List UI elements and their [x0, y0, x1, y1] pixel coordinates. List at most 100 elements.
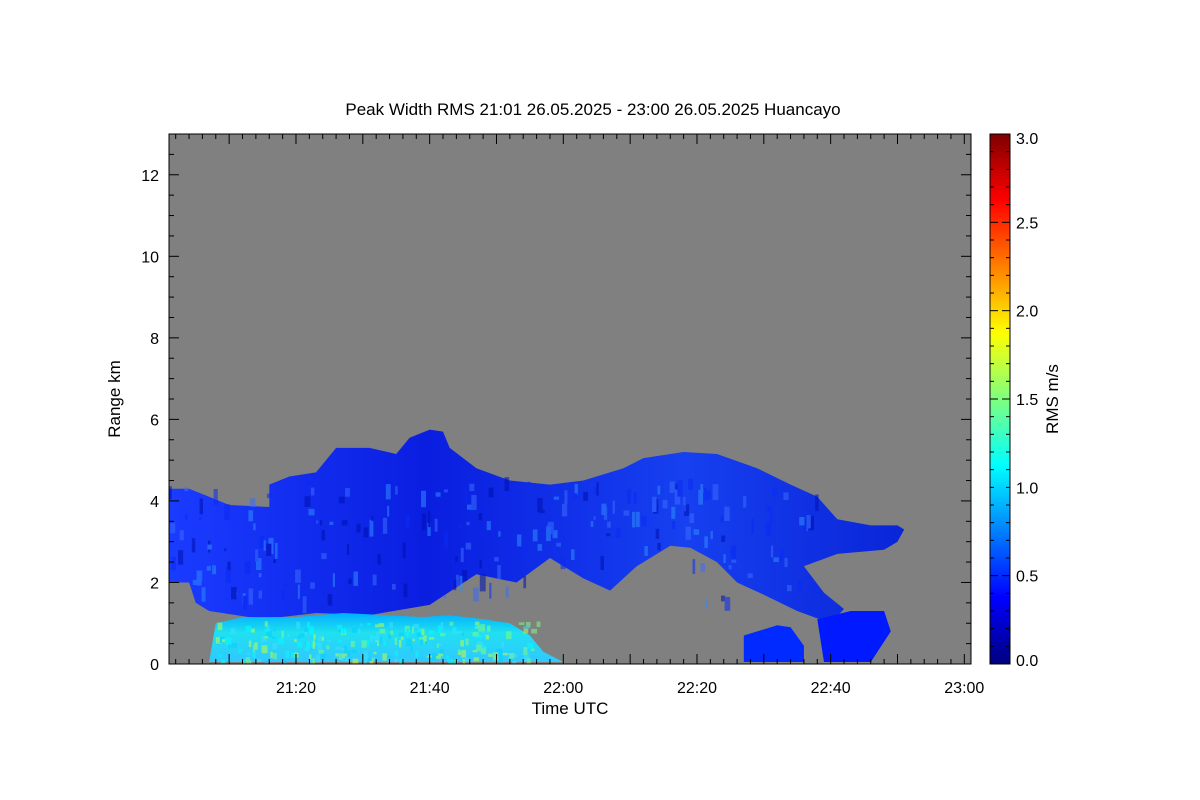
echo-speckle: [294, 639, 297, 643]
echo-streak: [494, 557, 499, 562]
echo-streak: [684, 511, 687, 516]
colorbar-tick-label: 0.0: [1016, 653, 1038, 670]
y-tick-label: 2: [150, 575, 159, 592]
echo-speckle: [461, 650, 467, 658]
echo-streak: [655, 528, 660, 539]
y-tick-label: 4: [150, 494, 159, 511]
echo-speckle: [356, 629, 361, 634]
echo-streak: [465, 542, 472, 550]
echo-streak: [720, 515, 724, 523]
echo-speckle: [436, 655, 441, 659]
echo-streak: [657, 542, 661, 551]
echo-streak: [689, 513, 695, 523]
x-tick-label: 21:20: [276, 680, 316, 697]
echo-speckle: [304, 627, 308, 632]
x-tick-label: 21:40: [410, 680, 450, 697]
echo-speckle: [376, 631, 380, 639]
echo-streak: [478, 513, 483, 521]
echo-speckle: [482, 646, 485, 649]
echo-streak: [427, 522, 431, 536]
echo-streak: [636, 511, 640, 527]
echo-speckle: [310, 658, 315, 664]
echo-streak: [346, 544, 350, 555]
echo-speckle: [228, 644, 231, 649]
echo-streak: [671, 506, 676, 519]
echo-speckle: [523, 626, 529, 629]
echo-streak: [310, 582, 315, 589]
echo-speckle: [462, 660, 466, 664]
echo-speckle: [439, 649, 444, 657]
echo-speckle: [317, 642, 322, 650]
echo-speckle: [307, 621, 310, 630]
echo-streak: [258, 590, 262, 599]
echo-streak: [486, 521, 491, 531]
echo-streak: [773, 557, 779, 562]
echo-speckle: [410, 645, 413, 653]
echo-streak: [685, 526, 691, 540]
echo-streak: [392, 583, 396, 590]
echo-streak: [405, 515, 411, 529]
echo-speckle: [438, 625, 442, 633]
echo-streak: [199, 498, 203, 515]
echo-streak: [571, 549, 575, 560]
echo-speckle: [272, 636, 276, 640]
echo-streak: [539, 509, 545, 514]
echo-streak: [192, 579, 199, 585]
echo-streak: [253, 523, 256, 531]
echo-streak: [459, 524, 463, 529]
echo-speckle: [326, 645, 330, 650]
echo-streak: [712, 484, 719, 501]
echo-speckle: [341, 653, 347, 659]
echo-streak: [201, 587, 206, 602]
echo-streak: [497, 565, 501, 580]
echo-streak: [421, 490, 426, 508]
echo-streak: [672, 521, 676, 530]
echo-streak: [600, 555, 604, 570]
echo-speckle: [361, 640, 367, 648]
echo-streak: [633, 492, 637, 505]
echo-streak: [469, 483, 475, 492]
echo-streak: [723, 554, 726, 564]
echo-streak: [231, 587, 237, 600]
echo-streak: [522, 544, 528, 558]
echo-speckle: [479, 635, 483, 639]
echo-speckle: [506, 631, 512, 640]
echo-speckle: [415, 651, 419, 658]
echo-speckle: [383, 640, 386, 646]
echo-speckle: [523, 653, 530, 661]
echo-streak: [456, 574, 459, 587]
echo-region: [169, 429, 905, 624]
x-axis: 21:20 21:40 22:00 22:20 22:40 23:00: [175, 134, 984, 697]
echo-speckle: [457, 649, 461, 652]
echo-speckle: [352, 658, 359, 664]
echo-speckle: [452, 627, 456, 632]
echo-streak: [683, 496, 686, 506]
echo-speckle: [390, 630, 394, 635]
echo-speckle: [528, 643, 534, 649]
echo-speckle: [309, 654, 312, 660]
echo-speckle: [266, 630, 273, 638]
echo-streak: [537, 498, 543, 513]
echo-streak: [783, 492, 789, 500]
echo-speckle: [440, 622, 444, 630]
colorbar-tick-label: 1.0: [1016, 480, 1038, 497]
echo-streak: [556, 542, 561, 547]
echo-speckle: [254, 642, 258, 650]
echo-streak: [704, 536, 708, 548]
echo-streak: [345, 488, 350, 497]
echo-streak: [686, 504, 690, 516]
echo-speckle: [406, 638, 412, 647]
echo-speckle: [263, 635, 269, 639]
echo-streak: [479, 560, 482, 569]
echo-streak: [302, 596, 307, 614]
echo-speckle: [440, 633, 446, 637]
echo-speckle: [438, 653, 444, 657]
echo-speckle: [526, 622, 531, 628]
echo-speckle: [281, 630, 284, 638]
echo-speckle: [217, 622, 223, 631]
x-tick-label: 22:40: [811, 680, 851, 697]
echo-streak: [700, 563, 706, 573]
echo-speckle: [531, 628, 538, 634]
echo-speckle: [416, 632, 422, 637]
echo-streak: [305, 480, 310, 486]
